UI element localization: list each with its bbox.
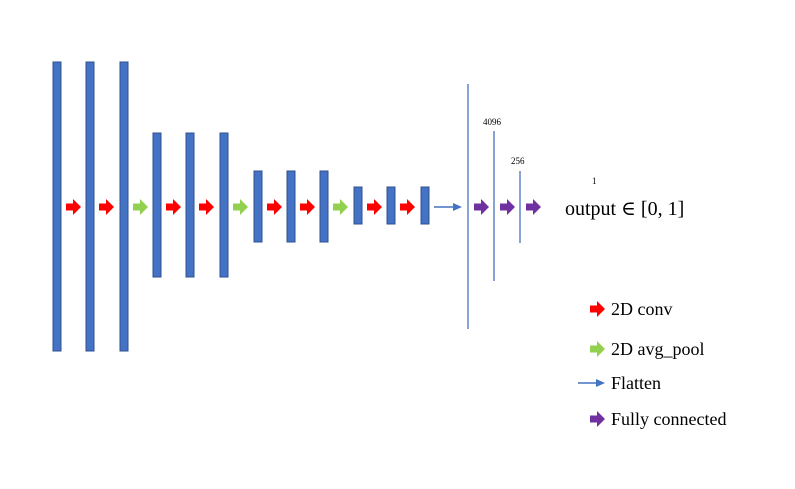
flatten-arrow bbox=[434, 203, 462, 211]
fc1-size-label: 4096 bbox=[483, 117, 502, 127]
legend: 2D conv 2D avg_pool Flatten Fully connec… bbox=[578, 299, 726, 429]
conv-arrow bbox=[400, 199, 415, 215]
conv-arrow bbox=[367, 199, 382, 215]
fc2-size-label: 256 bbox=[511, 156, 525, 166]
fc-arrow bbox=[474, 199, 489, 215]
legend-conv-arrow-icon bbox=[590, 301, 605, 317]
legend-flatten-label: Flatten bbox=[611, 373, 661, 393]
output-label: output ∈ [0, 1] bbox=[565, 198, 684, 220]
legend-fc-arrow-icon bbox=[590, 411, 605, 427]
conv-arrow bbox=[267, 199, 282, 215]
fc-arrow bbox=[526, 199, 541, 215]
legend-pool-arrow-icon bbox=[590, 341, 605, 357]
conv-layer-block bbox=[253, 170, 263, 243]
conv-layer-block bbox=[52, 61, 62, 352]
conv-layer-block bbox=[185, 132, 195, 278]
conv-layer-block bbox=[85, 61, 95, 352]
conv-layer-block bbox=[286, 170, 296, 243]
conv-arrow bbox=[66, 199, 81, 215]
fc-arrow bbox=[500, 199, 515, 215]
conv-layer-block bbox=[420, 186, 430, 225]
pool-arrow bbox=[133, 199, 148, 215]
legend-pool-label: 2D avg_pool bbox=[611, 339, 705, 359]
pool-arrow bbox=[233, 199, 248, 215]
output-size-label: 1 bbox=[592, 176, 597, 186]
conv-layer-block bbox=[119, 61, 129, 352]
conv-layer-block bbox=[219, 132, 229, 278]
pool-arrow bbox=[333, 199, 348, 215]
conv-arrow bbox=[199, 199, 214, 215]
conv-layer-block bbox=[353, 186, 363, 225]
legend-flatten-arrow-icon bbox=[578, 379, 605, 387]
conv-arrow bbox=[300, 199, 315, 215]
conv-layer-block bbox=[386, 186, 396, 225]
conv-arrow bbox=[166, 199, 181, 215]
legend-conv-label: 2D conv bbox=[611, 299, 673, 319]
conv-layer-block bbox=[319, 170, 329, 243]
conv-arrow bbox=[99, 199, 114, 215]
legend-fc-label: Fully connected bbox=[611, 409, 726, 429]
conv-layer-block bbox=[152, 132, 162, 278]
